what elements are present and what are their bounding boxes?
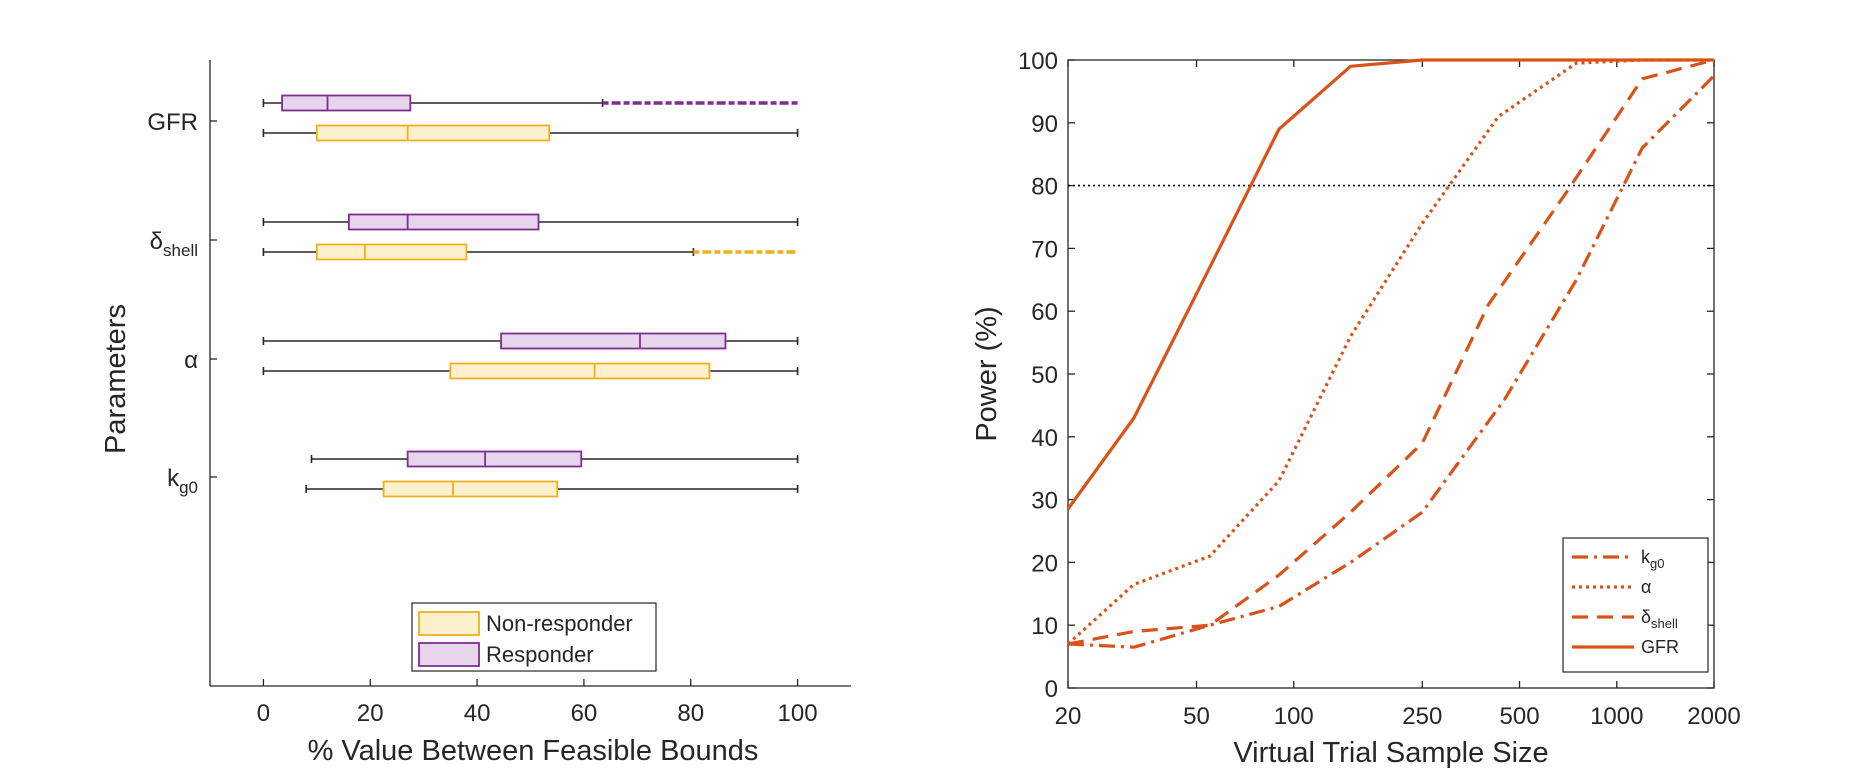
legend-swatch-non-responder	[418, 611, 480, 636]
boxplot-tick-labels: 0 20 40 60 80 100 GFR δshell α kg0	[147, 109, 817, 727]
boxplot-y-tick-label: δshell	[150, 228, 198, 260]
power-legend-label-1: α	[1641, 577, 1651, 597]
power-y-tick-label: 100	[1018, 48, 1058, 75]
power-y-tick-label: 80	[1031, 174, 1058, 201]
boxplot-y-tick-label-sub: shell	[163, 241, 198, 260]
box-iqr	[315, 243, 468, 261]
boxplot-marks	[262, 94, 799, 498]
boxplot-x-tick-label: 100	[778, 700, 818, 727]
power-chart: 0 10 20 30 40 50 60 70 80 90 100 20 50 100 250 500 1000 2…	[971, 48, 1741, 769]
box-non-responder-3	[305, 480, 799, 498]
power-legend-label-0-main: k	[1641, 547, 1651, 567]
power-y-tick-label: 70	[1031, 236, 1058, 263]
power-y-axis-label: Power (%)	[971, 306, 1003, 441]
power-series-line-2	[1067, 58, 1715, 646]
box-responder-1	[262, 213, 799, 231]
power-y-tick-label: 60	[1031, 299, 1058, 326]
power-x-tick-label: 100	[1274, 703, 1314, 730]
power-legend-label-2-sub: shell	[1651, 616, 1678, 631]
boxplot-x-tick-label: 60	[571, 700, 598, 727]
boxplot-x-tick-label: 20	[357, 700, 384, 727]
power-legend-label-3: GFR	[1641, 637, 1679, 657]
box-iqr	[281, 94, 412, 112]
boxplot-y-tick-label-main: δ	[150, 228, 163, 255]
box-responder-0	[262, 94, 798, 112]
boxplot-y-tick-label: α	[184, 347, 198, 374]
power-y-tick-label: 30	[1031, 488, 1058, 515]
box-iqr	[382, 480, 559, 498]
boxplot-y-tick-label-main: k	[167, 465, 180, 492]
box-non-responder-2	[262, 362, 799, 380]
power-x-axis-label: Virtual Trial Sample Size	[1233, 737, 1548, 769]
boxplot-y-tick-label: kg0	[167, 465, 198, 497]
box-non-responder-1	[262, 243, 798, 261]
power-legend-label-3-main: GFR	[1641, 637, 1679, 657]
power-y-tick-label: 50	[1031, 362, 1058, 389]
boxplot-y-tick-label: GFR	[147, 109, 198, 136]
box-iqr	[449, 362, 711, 380]
power-y-tick-label: 90	[1031, 111, 1058, 138]
power-legend-label-1-main: α	[1641, 577, 1651, 597]
legend-label-responder: Responder	[486, 642, 594, 667]
boxplot-axes	[209, 60, 851, 687]
box-iqr	[315, 124, 551, 142]
boxplot-chart: 0 20 40 60 80 100 GFR δshell α kg0 % Value Betwee…	[100, 60, 851, 767]
power-x-tick-label: 500	[1500, 703, 1540, 730]
power-legend-label-0: kg0	[1641, 547, 1664, 571]
power-y-tick-label: 10	[1031, 613, 1058, 640]
box-iqr	[406, 450, 583, 468]
legend-label-non-responder: Non-responder	[486, 611, 633, 636]
box-responder-3	[310, 450, 799, 468]
boxplot-y-tick-label-sub: g0	[179, 478, 198, 497]
power-legend-frame	[1562, 537, 1709, 673]
boxplot-x-tick-label: 80	[677, 700, 704, 727]
power-y-tick-label: 20	[1031, 550, 1058, 577]
power-tick-labels: 0 10 20 30 40 50 60 70 80 90 100 20 50 100 250 500 1000 2…	[1018, 48, 1741, 730]
power-x-tick-label: 20	[1055, 703, 1082, 730]
power-x-tick-label: 50	[1183, 703, 1210, 730]
power-series-line-3	[1066, 58, 1714, 510]
boxplot-y-axis-label: Parameters	[100, 304, 132, 454]
box-non-responder-0	[262, 124, 799, 142]
power-legend-label-2-main: δ	[1641, 607, 1651, 627]
power-legend-label-2: δshell	[1641, 607, 1678, 631]
boxplot-x-tick-label: 40	[464, 700, 491, 727]
boxplot-x-tick-label: 0	[257, 700, 270, 727]
power-x-tick-label: 1000	[1590, 703, 1643, 730]
power-series-lines	[1066, 58, 1716, 649]
boxplot-legend: Non-responder Responder	[411, 602, 657, 672]
power-legend-label-0-sub: g0	[1650, 556, 1664, 571]
legend-swatch-responder	[418, 642, 480, 667]
boxplot-x-axis-label: % Value Between Feasible Bounds	[308, 735, 759, 767]
power-y-tick-label: 40	[1031, 425, 1058, 452]
power-y-tick-label: 0	[1045, 676, 1058, 703]
power-x-tick-label: 2000	[1687, 703, 1740, 730]
box-iqr	[500, 332, 727, 350]
box-responder-2	[262, 332, 799, 350]
box-iqr	[347, 213, 540, 231]
power-x-tick-label: 250	[1402, 703, 1442, 730]
power-series-line-0	[1067, 74, 1716, 649]
power-axes	[1067, 59, 1715, 689]
boxplot-y-tick-label-main: α	[184, 347, 198, 374]
boxplot-y-tick-label-main: GFR	[147, 109, 198, 136]
